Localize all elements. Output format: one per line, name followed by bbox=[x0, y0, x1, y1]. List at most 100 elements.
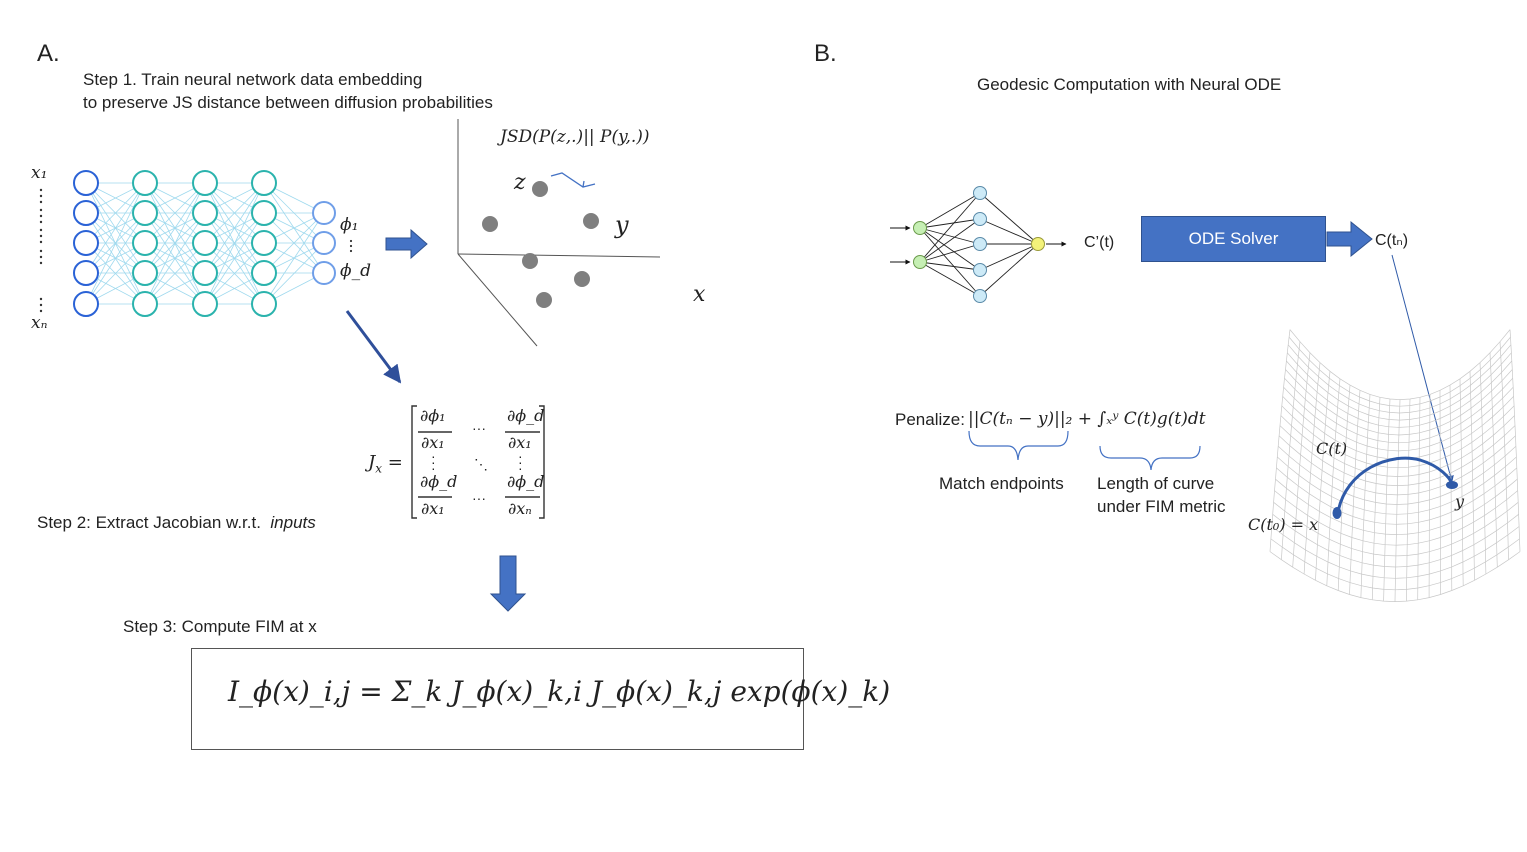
point-z bbox=[532, 181, 548, 197]
brace-curve-length bbox=[1099, 445, 1201, 471]
network-node bbox=[73, 200, 99, 226]
surface-mesh-line bbox=[1349, 390, 1361, 595]
step2-label: Step 2: Extract Jacobian w.r.t. inputs bbox=[37, 513, 316, 532]
network-edge bbox=[144, 182, 206, 244]
embedding-point bbox=[574, 271, 590, 287]
jacobian-xn-denominator: ∂xₙ bbox=[508, 499, 532, 518]
surface-mesh-line bbox=[1439, 390, 1441, 595]
network-edge bbox=[204, 212, 265, 305]
ellipsis-dot bbox=[39, 255, 43, 259]
panel-a-label: A. bbox=[37, 40, 60, 67]
curve-ct-label: C(t) bbox=[1316, 439, 1348, 458]
ellipsis-dot bbox=[39, 200, 43, 204]
jacobian-arrow bbox=[345, 310, 402, 384]
ode-network-edges bbox=[919, 192, 1039, 297]
surface-mesh-line bbox=[1278, 435, 1516, 496]
network-node bbox=[312, 261, 336, 285]
network-node bbox=[251, 260, 277, 286]
curve-length-line2: under FIM metric bbox=[1097, 497, 1226, 516]
ode-network-node bbox=[973, 237, 987, 251]
ode-network-edge bbox=[979, 243, 1039, 297]
network-edge bbox=[204, 242, 265, 305]
jacobian-x1-denominator-right: ∂x₁ bbox=[508, 433, 532, 452]
network-node bbox=[192, 291, 218, 317]
network-node bbox=[132, 200, 158, 226]
network-node bbox=[251, 291, 277, 317]
ellipsis-dot bbox=[39, 228, 43, 232]
jacobian-x1-denominator: ∂x₁ bbox=[421, 433, 445, 452]
jacobian-phi1-numerator: ∂ϕ₁ bbox=[420, 406, 446, 425]
curve-start-point bbox=[1332, 507, 1342, 519]
surface-mesh-line bbox=[1270, 538, 1520, 591]
point-z-label: z bbox=[514, 170, 526, 195]
ode-network-node bbox=[973, 263, 987, 277]
network-node bbox=[192, 260, 218, 286]
surface-mesh-line bbox=[1279, 425, 1516, 486]
input-xn-label: xₙ bbox=[31, 313, 48, 333]
surface-mesh-line bbox=[1428, 394, 1431, 598]
panel-b-title: Geodesic Computation with Neural ODE bbox=[977, 75, 1282, 94]
ode-network-node bbox=[973, 212, 987, 226]
ellipsis-dot bbox=[349, 249, 353, 253]
input-x1-label: x₁ bbox=[31, 163, 48, 183]
jacobian-matrix-brackets bbox=[411, 405, 545, 519]
network-edge bbox=[144, 242, 206, 305]
ode-network-edge bbox=[919, 261, 981, 271]
network-node bbox=[251, 230, 277, 256]
network-node bbox=[73, 230, 99, 256]
embedding-point bbox=[482, 216, 498, 232]
network-edge bbox=[204, 182, 265, 244]
surface-mesh-line bbox=[1275, 478, 1518, 535]
embedding-points bbox=[482, 181, 599, 308]
surface-mesh-line bbox=[1417, 397, 1421, 600]
surface-mesh-line bbox=[1269, 551, 1521, 602]
ode-network-node bbox=[913, 221, 927, 235]
surface-mesh-line bbox=[1394, 399, 1401, 602]
geodesic-curve bbox=[1336, 456, 1454, 513]
step1-line2: to preserve JS distance between diffusio… bbox=[83, 93, 493, 112]
ellipsis-dot bbox=[39, 309, 43, 313]
ode-network-edge bbox=[919, 218, 981, 263]
ode-network-edge bbox=[919, 192, 981, 229]
ode-network-node bbox=[913, 255, 927, 269]
ellipsis-dot bbox=[349, 239, 353, 243]
curve-end-point bbox=[1446, 481, 1458, 489]
network-node bbox=[192, 230, 218, 256]
jacobian-lhs: Jx = bbox=[368, 452, 403, 476]
network-edge bbox=[263, 212, 325, 305]
jacobian-vdots-right: · · · bbox=[518, 448, 523, 476]
network-node bbox=[73, 291, 99, 317]
ode-network-edge bbox=[979, 192, 1039, 245]
network-edge bbox=[85, 182, 146, 244]
ode-network-edge bbox=[919, 227, 981, 245]
network-node bbox=[73, 170, 99, 196]
surface-mesh-line bbox=[1449, 385, 1453, 591]
embedding-arrow bbox=[385, 228, 428, 260]
ode-network-edge bbox=[979, 243, 1039, 271]
fim-formula: I_ϕ(x)_i,j = Σ_k J_ϕ(x)_k,i J_ϕ(x)_k,j e… bbox=[228, 675, 891, 708]
ode-network-node bbox=[1031, 237, 1045, 251]
ellipsis-dot bbox=[39, 214, 43, 218]
ode-network-edge bbox=[919, 227, 981, 297]
network-edge bbox=[85, 182, 146, 274]
network-node bbox=[312, 231, 336, 255]
embedding-point bbox=[536, 292, 552, 308]
surface-mesh-line bbox=[1276, 467, 1518, 525]
ode-output-arrow bbox=[1326, 220, 1373, 258]
step3-label: Step 3: Compute FIM at x bbox=[123, 617, 317, 636]
surface-mesh-line bbox=[1459, 378, 1464, 586]
network-nodes bbox=[73, 170, 336, 317]
network-node bbox=[132, 230, 158, 256]
network-edge bbox=[263, 212, 325, 274]
jsd-bracket bbox=[550, 172, 596, 188]
ode-network-node bbox=[973, 186, 987, 200]
saddle-surface bbox=[1269, 329, 1521, 602]
ode-network-edge bbox=[919, 192, 981, 263]
network-node bbox=[312, 201, 336, 225]
ode-network-edge bbox=[979, 218, 1039, 245]
ellipsis-dot bbox=[39, 297, 43, 301]
jacobian-hdots-bottom: ··· bbox=[472, 490, 486, 506]
ellipsis-dot bbox=[39, 303, 43, 307]
jacobian-phid-numerator-bottom-right: ∂ϕ_d bbox=[507, 472, 545, 491]
